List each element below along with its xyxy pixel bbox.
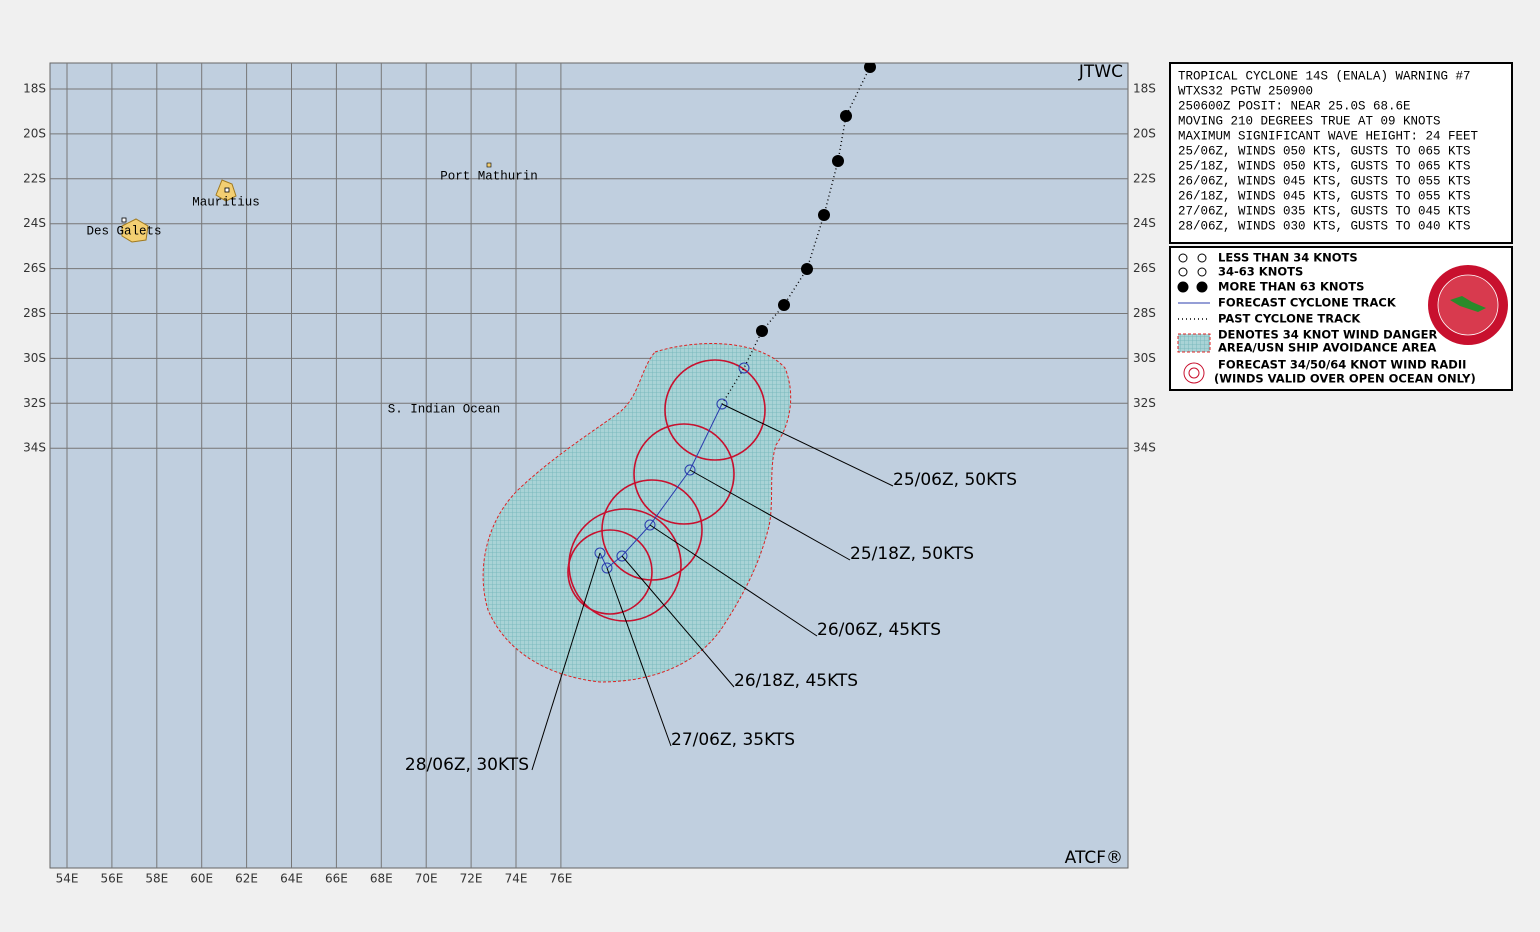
leader-line xyxy=(531,552,601,771)
warning-line: WTXS32 PGTW 250900 xyxy=(1178,84,1313,98)
legend-symbols xyxy=(1177,253,1211,384)
forecast-label: 28/06Z, 30KTS xyxy=(405,755,529,775)
lon-label: 62E xyxy=(235,872,258,886)
leader-line xyxy=(606,567,672,747)
lon-label: 68E xyxy=(370,872,393,886)
position xyxy=(616,550,628,562)
warning-line: 25/18Z, WINDS 050 KTS, GUSTS TO 065 KTS xyxy=(1178,159,1471,173)
warning-line: TROPICAL CYCLONE 14S (ENALA) WARNING #7 xyxy=(1178,69,1471,83)
warning-line: 26/18Z, WINDS 045 KTS, GUSTS TO 055 KTS xyxy=(1178,189,1471,203)
position xyxy=(684,464,696,476)
lon-label: 64E xyxy=(280,872,303,886)
legend-item: DENOTES 34 KNOT WIND DANGER xyxy=(1218,328,1437,342)
position xyxy=(716,398,728,410)
forecast-label: 25/18Z, 50KTS xyxy=(850,544,974,564)
warning-line: 25/06Z, WINDS 050 KTS, GUSTS TO 065 KTS xyxy=(1178,144,1471,158)
leader-line xyxy=(721,403,894,487)
lat-label: 22S xyxy=(1133,171,1156,185)
position xyxy=(601,562,613,574)
lat-label: 22S xyxy=(23,171,46,185)
lon-label: 74E xyxy=(505,872,528,886)
legend-item: LESS THAN 34 KNOTS xyxy=(1218,251,1358,265)
legend-item: (WINDS VALID OVER OPEN OCEAN ONLY) xyxy=(1214,372,1476,386)
lat-label: 20S xyxy=(23,126,46,140)
lat-label: 32S xyxy=(23,396,46,410)
danger-area xyxy=(482,343,792,683)
warning-line: MAXIMUM SIGNIFICANT WAVE HEIGHT: 24 FEET xyxy=(1178,129,1479,143)
place-label: Mauritius xyxy=(192,195,260,209)
lon-label: 58E xyxy=(145,872,168,886)
forecast-label: 27/06Z, 35KTS xyxy=(671,730,795,750)
lat-label: 20S xyxy=(1133,126,1156,140)
lat-label: 24S xyxy=(23,216,46,230)
legend-item: AREA/USN SHIP AVOIDANCE AREA xyxy=(1218,341,1436,355)
lat-label: 24S xyxy=(1133,216,1156,230)
forecast-track xyxy=(599,403,723,569)
place-label: Port Mathurin xyxy=(440,169,538,183)
past-position xyxy=(818,209,830,221)
town-marker xyxy=(121,217,127,223)
lon-label: 72E xyxy=(460,872,483,886)
past-position xyxy=(801,263,813,275)
past-position xyxy=(756,325,768,337)
lat-label: 34S xyxy=(1133,441,1156,455)
legend-item: FORECAST 34/50/64 KNOT WIND RADII xyxy=(1218,358,1466,372)
warning-line: 28/06Z, WINDS 030 KTS, GUSTS TO 040 KTS xyxy=(1178,219,1471,233)
lat-label: 34S xyxy=(23,441,46,455)
lat-label: 32S xyxy=(1133,396,1156,410)
lat-label: 26S xyxy=(1133,261,1156,275)
leader-line xyxy=(689,469,851,561)
lat-label: 26S xyxy=(23,261,46,275)
island-rodrigues xyxy=(486,162,492,168)
position xyxy=(644,519,656,531)
lat-label: 18S xyxy=(23,82,46,96)
warning-line: 250600Z POSIT: NEAR 25.0S 68.6E xyxy=(1178,99,1411,113)
forecast-label: 26/06Z, 45KTS xyxy=(817,620,941,640)
position xyxy=(738,362,750,374)
leader-line xyxy=(621,555,735,688)
legend-item: MORE THAN 63 KNOTS xyxy=(1218,280,1364,294)
lon-label: 66E xyxy=(325,872,348,886)
past-position xyxy=(864,63,876,73)
lon-label: 76E xyxy=(549,872,572,886)
forecast-label: 26/18Z, 45KTS xyxy=(734,671,858,691)
legend-item: PAST CYCLONE TRACK xyxy=(1218,312,1361,326)
warning-line: MOVING 210 DEGREES TRUE AT 09 KNOTS xyxy=(1178,114,1441,128)
legend-item: 34-63 KNOTS xyxy=(1218,265,1303,279)
past-position xyxy=(840,110,852,122)
lon-label: 56E xyxy=(100,872,123,886)
place-label: Des Galets xyxy=(86,224,161,238)
forecast-label: 25/06Z, 50KTS xyxy=(893,470,1017,490)
wind-radii xyxy=(567,359,766,622)
position xyxy=(594,547,606,559)
warning-box xyxy=(1169,62,1513,244)
watermark: ATCF® xyxy=(1065,848,1123,868)
jtwc-logo xyxy=(1428,265,1508,345)
lat-label: 30S xyxy=(23,351,46,365)
lon-label: 70E xyxy=(415,872,438,886)
lon-label: 60E xyxy=(190,872,213,886)
lat-label: 28S xyxy=(23,306,46,320)
warning-line: 27/06Z, WINDS 035 KTS, GUSTS TO 045 KTS xyxy=(1178,204,1471,218)
town-marker xyxy=(224,187,230,193)
island-reunion xyxy=(121,218,149,243)
lat-label: 30S xyxy=(1133,351,1156,365)
past-position xyxy=(778,299,790,311)
leader-line xyxy=(649,524,818,637)
past-position xyxy=(832,155,844,167)
place-label: S. Indian Ocean xyxy=(388,402,501,416)
lat-label: 28S xyxy=(1133,306,1156,320)
lat-label: 18S xyxy=(1133,82,1156,96)
lon-label: 54E xyxy=(56,872,79,886)
warning-line: 26/06Z, WINDS 045 KTS, GUSTS TO 055 KTS xyxy=(1178,174,1471,188)
legend-item: FORECAST CYCLONE TRACK xyxy=(1218,296,1397,310)
watermark: JTWC xyxy=(1078,62,1123,82)
